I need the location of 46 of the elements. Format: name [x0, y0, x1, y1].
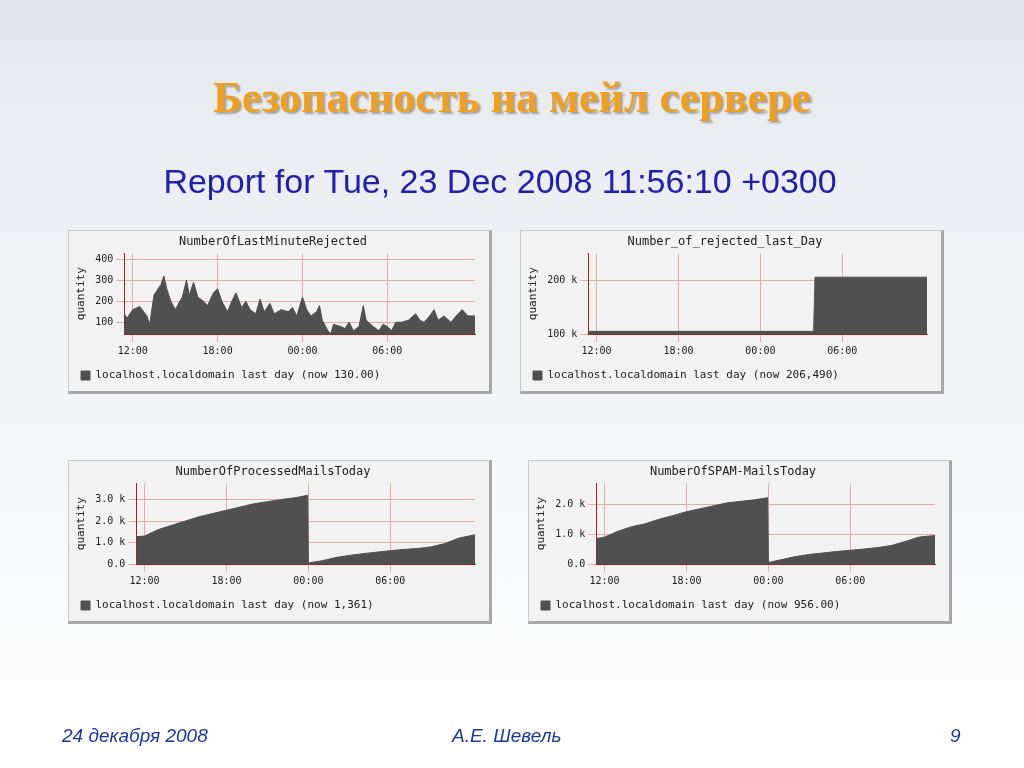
y-tick-label: 1.0 k — [555, 527, 586, 539]
text: Report for Tue, 23 Dec 2008 11:56:10 +0300 — [162, 162, 838, 201]
legend-label: localhost.localdomain last day (now 130.00) — [95, 368, 381, 382]
x-tick-label: 12:00 — [589, 574, 620, 586]
legend-label: localhost.localdomain last day (now 956.00) — [555, 598, 841, 612]
x-tick-label: 18:00 — [202, 344, 233, 356]
x-tick-label: 12:00 — [129, 574, 160, 586]
y-axis-title: quantity — [74, 496, 88, 551]
legend-label: localhost.localdomain last day (now 206,490) — [547, 368, 839, 382]
x-tick-label: 00:00 — [753, 574, 784, 586]
x-tick-label: 00:00 — [287, 344, 318, 356]
text: А.Е. Шевель — [452, 725, 562, 747]
chart-title: Number_of_rejected_last_Day — [627, 234, 823, 249]
y-tick-label: 0.0 — [107, 557, 126, 569]
x-tick-label: 00:00 — [293, 574, 324, 586]
y-tick-label: 100 k — [547, 327, 578, 339]
y-axis-title: quantity — [74, 266, 88, 321]
x-tick-label: 12:00 — [117, 344, 148, 356]
chart-title: NumberOfLastMinuteRejected — [179, 234, 367, 249]
x-tick-label: 18:00 — [671, 574, 702, 586]
text: 9 — [950, 725, 961, 747]
x-tick-label: 00:00 — [745, 344, 776, 356]
y-tick-label: 2.0 k — [555, 497, 586, 509]
y-tick-label: 400 — [95, 252, 114, 264]
y-tick-label: 1.0 k — [95, 536, 126, 548]
chart-title: NumberOfSPAM-MailsToday — [649, 464, 817, 479]
y-tick-label: 100 — [95, 315, 114, 327]
x-tick-label: 06:00 — [372, 344, 403, 356]
y-tick-label: 300 — [95, 273, 114, 285]
x-tick-label: 12:00 — [581, 344, 612, 356]
y-tick-label: 2.0 k — [95, 514, 126, 526]
y-tick-label: 200 k — [547, 274, 578, 286]
x-tick-label: 18:00 — [211, 574, 242, 586]
x-tick-label: 06:00 — [835, 574, 866, 586]
x-tick-label: 06:00 — [375, 574, 406, 586]
y-tick-label: 3.0 k — [95, 493, 126, 505]
y-tick-label: 200 — [95, 294, 114, 306]
y-axis-title: quantity — [526, 266, 540, 321]
x-tick-label: 06:00 — [827, 344, 858, 356]
chart-title: NumberOfProcessedMailsToday — [175, 464, 371, 479]
legend-label: localhost.localdomain last day (now 1,361) — [95, 598, 374, 612]
x-tick-label: 18:00 — [663, 344, 694, 356]
y-tick-label: 0.0 — [567, 557, 586, 569]
text: 24 декабря 2008 — [62, 725, 208, 747]
y-axis-title: quantity — [534, 496, 548, 551]
text: Безопасность на мейл сервере — [212, 72, 812, 123]
